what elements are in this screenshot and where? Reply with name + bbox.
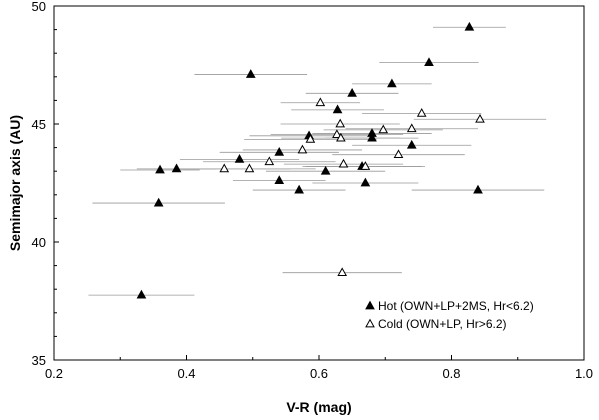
legend-cold-label: Cold (OWN+LP, Hr>6.2)	[378, 317, 507, 331]
cold-point	[335, 118, 346, 128]
cold-point	[338, 158, 349, 168]
cold-point	[378, 124, 389, 134]
cold-point	[393, 149, 404, 159]
ticks-layer: 0.2 0.4 0.6 0.8 1.0 35 40 45 50	[32, 0, 594, 381]
legend-hot-label: Hot (OWN+LP+2MS, Hr<6.2)	[378, 299, 534, 313]
cold-point	[315, 97, 326, 107]
cold-point	[264, 156, 275, 166]
x-axis-title: V-R (mag)	[286, 399, 351, 415]
hot-point	[406, 139, 417, 149]
errorbars-layer	[88, 26, 547, 296]
hot-point	[274, 175, 285, 185]
hot-point	[245, 69, 256, 78]
cold-point	[305, 133, 316, 143]
hot-point	[294, 184, 304, 194]
x-tick-label: 0.4	[177, 366, 195, 381]
hot-point	[136, 289, 147, 299]
x-tick-label: 0.2	[45, 366, 63, 381]
legend-cold-marker	[365, 318, 375, 328]
hot-point	[155, 164, 165, 174]
hot-point	[464, 21, 475, 31]
hot-point	[360, 177, 371, 187]
legend: Hot (OWN+LP+2MS, Hr<6.2) Cold (OWN+LP, H…	[365, 299, 534, 331]
cold-point	[406, 123, 417, 133]
cold-point	[360, 161, 371, 170]
hot-point	[367, 132, 377, 142]
legend-hot-marker	[365, 300, 375, 310]
hot-point	[171, 163, 182, 173]
hot-point	[387, 78, 397, 88]
hot-point	[153, 197, 164, 207]
y-tick-label: 45	[32, 117, 46, 132]
y-tick-label: 40	[32, 235, 46, 250]
x-tick-label: 1.0	[575, 366, 593, 381]
y-tick-label: 35	[32, 353, 46, 368]
points-layer	[136, 21, 485, 299]
cold-point	[416, 108, 427, 117]
hot-point	[332, 104, 343, 114]
hot-point	[473, 184, 483, 194]
cold-point	[244, 163, 255, 173]
x-tick-label: 0.6	[310, 366, 328, 381]
hot-point	[234, 154, 245, 163]
cold-point	[475, 113, 485, 123]
cold-point	[219, 163, 230, 173]
cold-point	[337, 267, 348, 277]
y-tick-label: 50	[32, 0, 46, 14]
hot-point	[424, 57, 434, 67]
hot-point	[347, 87, 357, 97]
cold-point	[336, 132, 346, 142]
hot-point	[320, 165, 331, 175]
cold-point	[332, 129, 342, 138]
cold-point	[297, 144, 308, 154]
x-tick-label: 0.8	[442, 366, 460, 381]
hot-point	[274, 146, 285, 156]
y-axis-title: Semimajor axis (AU)	[7, 115, 23, 251]
